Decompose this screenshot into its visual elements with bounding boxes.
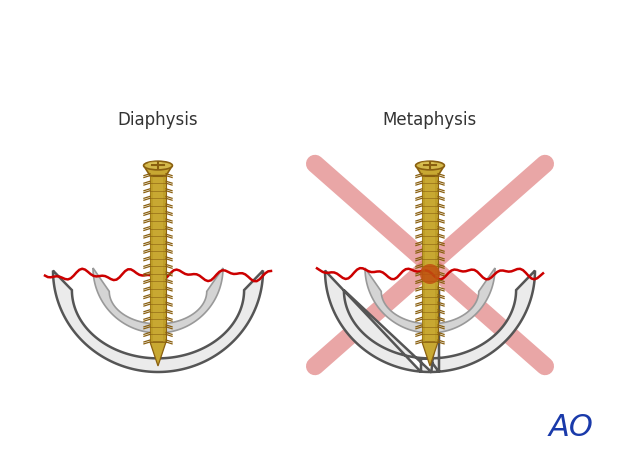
Text: Metaphysis: Metaphysis bbox=[383, 111, 477, 129]
Polygon shape bbox=[93, 268, 223, 333]
Text: AO: AO bbox=[549, 414, 593, 442]
Text: Diaphysis: Diaphysis bbox=[118, 111, 198, 129]
Polygon shape bbox=[150, 176, 153, 342]
Polygon shape bbox=[53, 271, 263, 372]
Polygon shape bbox=[163, 176, 166, 342]
Ellipse shape bbox=[148, 162, 162, 165]
Polygon shape bbox=[325, 271, 432, 372]
Polygon shape bbox=[435, 176, 438, 342]
Ellipse shape bbox=[415, 161, 445, 170]
Ellipse shape bbox=[420, 264, 440, 284]
Ellipse shape bbox=[420, 162, 435, 165]
Polygon shape bbox=[429, 271, 535, 372]
Ellipse shape bbox=[144, 161, 172, 170]
Polygon shape bbox=[150, 176, 166, 342]
Polygon shape bbox=[422, 176, 438, 342]
Polygon shape bbox=[422, 176, 425, 342]
Polygon shape bbox=[150, 342, 166, 366]
Polygon shape bbox=[365, 268, 495, 333]
Polygon shape bbox=[415, 166, 445, 176]
Polygon shape bbox=[144, 166, 172, 176]
Polygon shape bbox=[422, 342, 438, 366]
